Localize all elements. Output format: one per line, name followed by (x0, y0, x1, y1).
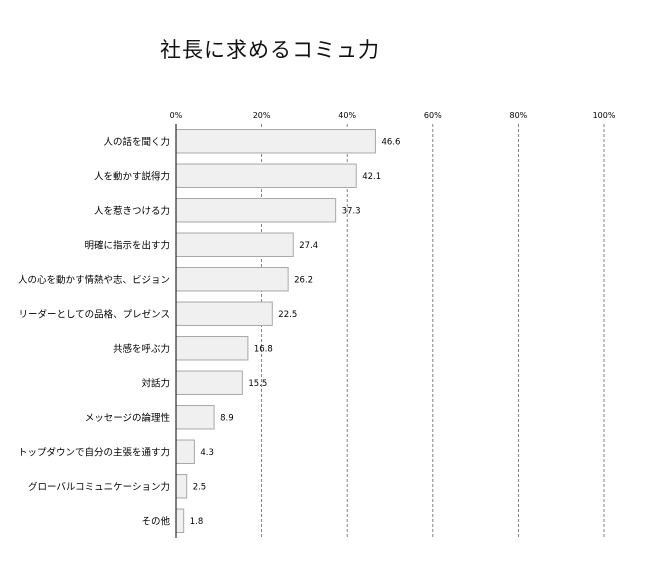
bar (175, 405, 215, 430)
x-tick-label: 100% (593, 111, 616, 120)
category-label: 人を惹きつける力 (94, 205, 170, 217)
data-label: 26.2 (294, 275, 313, 285)
x-tick-label: 60% (424, 111, 442, 120)
category-label: トップダウンで自分の主張を通す力 (18, 446, 170, 458)
category-label: 共感を呼ぶ力 (113, 343, 170, 355)
chart-title: 社長に求めるコミュ力 (160, 38, 380, 62)
x-tick-label: 40% (338, 111, 356, 120)
category-label: 人の心を動かす情熱や志、ビジョン (18, 274, 170, 286)
bar (175, 163, 357, 188)
category-label: メッセージの論理性 (85, 412, 171, 424)
bar (175, 301, 273, 326)
data-label: 27.4 (299, 241, 318, 251)
data-label: 46.6 (381, 137, 400, 147)
data-label: 16.8 (254, 344, 273, 354)
x-tick-label: 0% (170, 111, 183, 120)
data-label: 42.1 (362, 172, 381, 182)
category-label: 明確に指示を出す力 (84, 239, 170, 251)
bar (175, 439, 195, 464)
category-label: リーダーとしての品格、プレゼンス (18, 308, 170, 320)
bar (175, 370, 243, 395)
data-label: 37.3 (342, 206, 361, 216)
data-label: 15.5 (248, 379, 267, 389)
bar (175, 336, 249, 361)
bar (175, 129, 376, 154)
category-label: グローバルコミュニケーション力 (28, 481, 170, 493)
x-tick-label: 20% (253, 111, 271, 120)
category-label: その他 (141, 515, 170, 527)
bar (175, 267, 289, 292)
data-label: 22.5 (278, 310, 297, 320)
data-label: 1.8 (190, 517, 204, 527)
category-label: 対話力 (141, 377, 170, 389)
x-tick-label: 80% (510, 111, 528, 120)
data-label: 4.3 (200, 448, 214, 458)
bar (175, 474, 188, 499)
bar (175, 508, 185, 533)
data-label: 8.9 (220, 413, 234, 423)
category-label: 人の話を聞く力 (103, 136, 170, 148)
bar (175, 232, 294, 257)
category-label: 人を動かす説得力 (94, 170, 170, 182)
bar (175, 198, 337, 223)
data-label: 2.5 (193, 482, 207, 492)
